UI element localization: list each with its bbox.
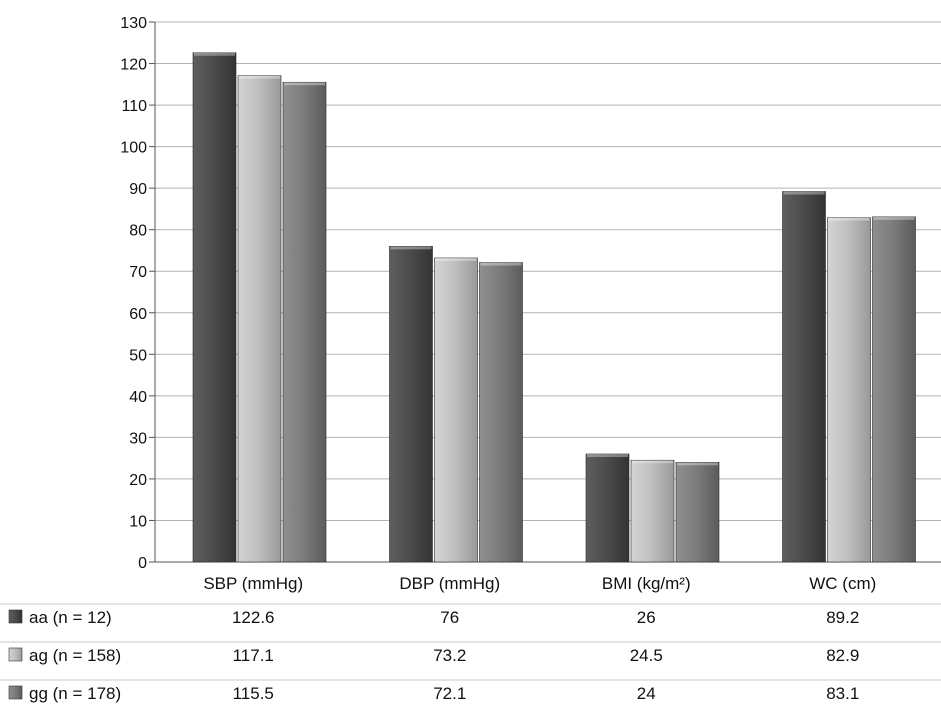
table-cell-value: 82.9 bbox=[826, 646, 859, 665]
data-table: aa (n = 12) 122.6 76 26 89.2 ag (n = 158) 117.… bbox=[0, 603, 941, 703]
bar-highlight bbox=[435, 257, 477, 261]
bar bbox=[675, 462, 720, 563]
bar-highlight bbox=[587, 454, 628, 457]
bar-highlight bbox=[677, 462, 718, 466]
table-cell-value: 117.1 bbox=[233, 646, 274, 665]
table-cell-value: 24.5 bbox=[630, 646, 663, 665]
x-category-label: DBP (mmHg) bbox=[399, 574, 500, 593]
bar-highlight bbox=[873, 216, 915, 220]
bar bbox=[872, 216, 916, 563]
y-tick-label: 110 bbox=[121, 98, 147, 115]
y-tick-label: 10 bbox=[129, 513, 147, 530]
y-tick-label: 0 bbox=[138, 555, 147, 572]
table-cell-value: 89.2 bbox=[826, 608, 859, 627]
bar-highlight bbox=[390, 246, 432, 250]
bar bbox=[389, 246, 433, 563]
bar-highlight bbox=[480, 262, 522, 266]
bar-highlight bbox=[632, 460, 673, 464]
y-tick-label: 120 bbox=[120, 57, 147, 74]
y-axis-ticks: 0 10 20 30 40 50 60 70 80 90 100 110 120 130 bbox=[120, 15, 147, 572]
bar-highlight bbox=[284, 82, 325, 86]
table-cell-value: 26 bbox=[637, 608, 656, 627]
y-tick-label: 20 bbox=[129, 472, 147, 489]
legend-label: gg (n = 178) bbox=[29, 684, 121, 703]
y-tick-label: 130 bbox=[120, 15, 147, 32]
bar bbox=[237, 75, 282, 563]
y-tick-label: 100 bbox=[120, 140, 147, 157]
table-cell-value: 73.2 bbox=[433, 646, 466, 665]
table-cell-value: 83.1 bbox=[826, 684, 859, 703]
category-labels: SBP (mmHg) DBP (mmHg) BMI (kg/m²) WC (cm) bbox=[203, 574, 876, 593]
x-category-label: BMI (kg/m²) bbox=[602, 574, 691, 593]
table-cell-value: 76 bbox=[440, 608, 459, 627]
legend-label: ag (n = 158) bbox=[29, 646, 121, 665]
legend-swatch bbox=[8, 609, 23, 624]
bar bbox=[630, 459, 675, 563]
y-tick-label: 60 bbox=[129, 306, 147, 323]
bar-highlight bbox=[194, 52, 235, 56]
bar-highlight bbox=[239, 75, 280, 79]
legend-swatch bbox=[8, 647, 23, 662]
table-cell-value: 122.6 bbox=[232, 608, 275, 627]
bar-highlight bbox=[828, 217, 870, 221]
y-tick-label: 90 bbox=[129, 181, 147, 198]
table-cell-value: 115.5 bbox=[233, 684, 274, 703]
bar bbox=[192, 52, 237, 563]
y-tick-label: 40 bbox=[129, 389, 147, 406]
table-cell-value: 24 bbox=[637, 684, 656, 703]
bar bbox=[782, 191, 826, 563]
bar bbox=[434, 257, 478, 563]
y-tick-label: 50 bbox=[129, 347, 147, 364]
x-category-label: WC (cm) bbox=[809, 574, 876, 593]
table-cell-value: 72.1 bbox=[433, 684, 466, 703]
bar bbox=[282, 81, 327, 563]
y-tick-label: 80 bbox=[129, 223, 147, 240]
legend-label: aa (n = 12) bbox=[29, 608, 112, 627]
y-tick-label: 70 bbox=[129, 264, 147, 281]
bar bbox=[585, 453, 630, 563]
bar bbox=[827, 217, 871, 563]
x-category-label: SBP (mmHg) bbox=[203, 574, 303, 593]
bars bbox=[192, 52, 916, 563]
bar-highlight bbox=[783, 191, 825, 195]
y-tick-label: 30 bbox=[129, 430, 147, 447]
bar bbox=[479, 262, 523, 563]
legend-swatch bbox=[8, 685, 23, 700]
